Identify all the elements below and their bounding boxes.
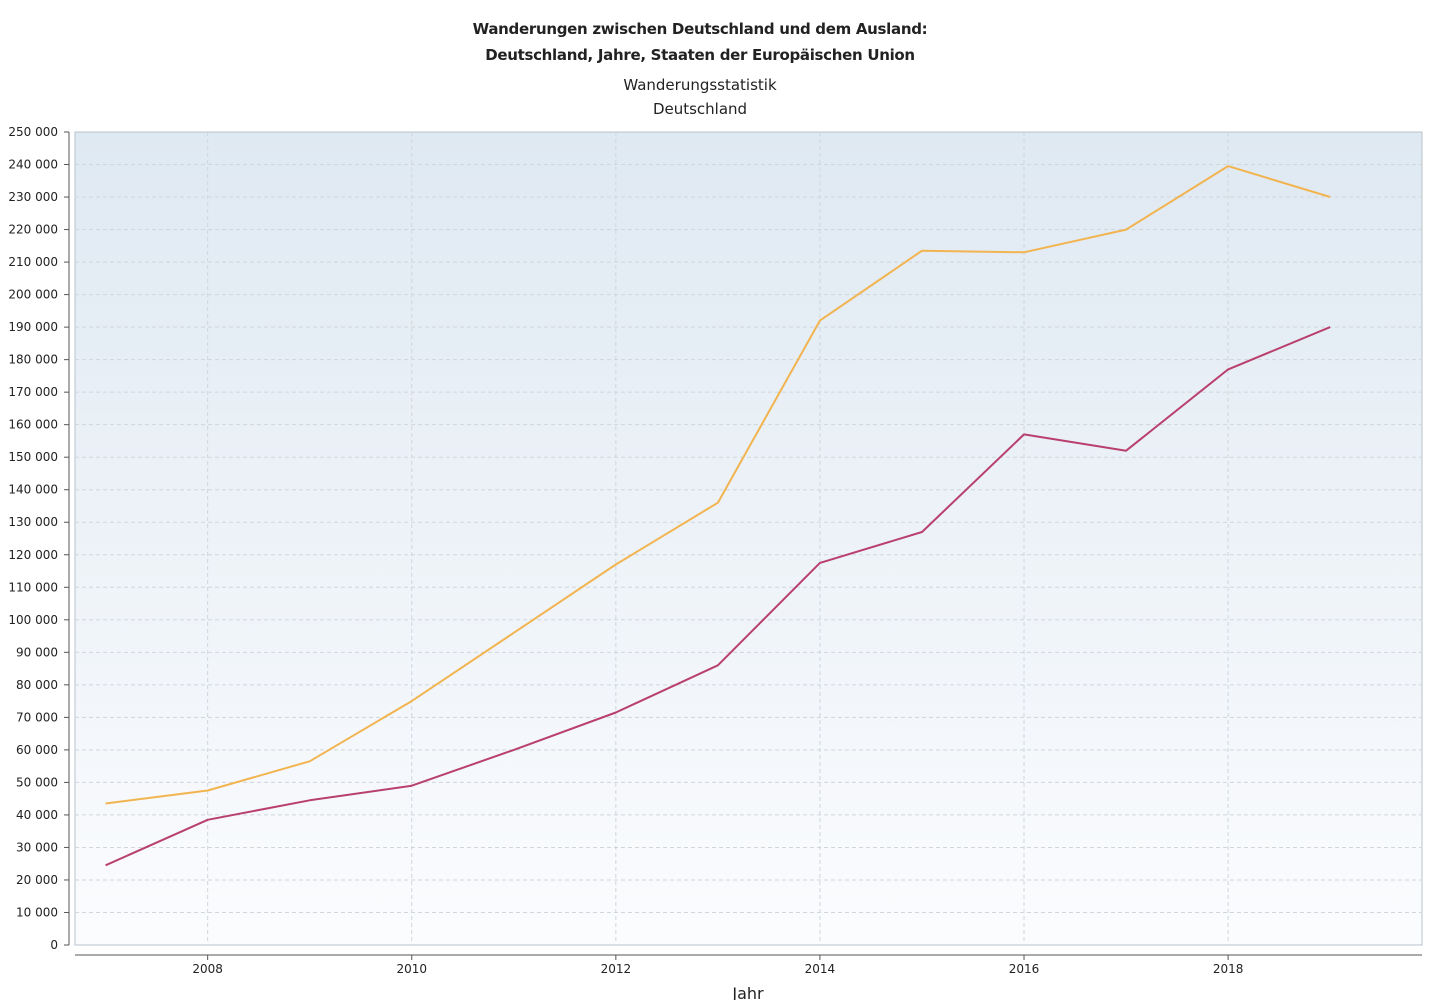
y-tick-label: 130 000 — [8, 515, 58, 529]
chart-titles: Wanderungen zwischen Deutschland und dem… — [0, 0, 1400, 121]
y-tick-label: 210 000 — [8, 255, 58, 269]
y-tick-label: 20 000 — [16, 873, 58, 887]
y-tick-label: 30 000 — [16, 840, 58, 854]
series-lines — [105, 165, 1331, 867]
y-tick-label: 60 000 — [16, 743, 58, 757]
y-tick-label: 70 000 — [16, 710, 58, 724]
y-tick-label: 40 000 — [16, 808, 58, 822]
gridlines — [75, 132, 1422, 945]
series-line-1 — [105, 165, 1331, 805]
y-tick-label: 100 000 — [8, 613, 58, 627]
chart-subtitle-line-2: Deutschland — [652, 100, 748, 118]
axes — [64, 131, 1422, 960]
y-tick-label: 10 000 — [16, 905, 58, 919]
x-tick-label: 2014 — [805, 962, 836, 976]
y-tick-label: 0 — [50, 938, 58, 952]
x-tick-label: 2016 — [1009, 962, 1040, 976]
x-tick-label: 2008 — [192, 962, 223, 976]
y-axis-tick-labels: 0 10 000 20 000 30 000 40 000 50 000 60 000 70 … — [8, 125, 58, 952]
plot-area — [74, 131, 1423, 946]
y-tick-label: 250 000 — [8, 125, 58, 139]
y-tick-label: 140 000 — [8, 483, 58, 497]
chart-title-line-1: Wanderungen zwischen Deutschland und dem… — [472, 20, 928, 38]
x-tick-label: 2010 — [396, 962, 427, 976]
x-tick-label: 2012 — [601, 962, 632, 976]
x-axis-title: Jahr — [731, 984, 764, 1000]
y-tick-label: 160 000 — [8, 418, 58, 432]
y-tick-label: 150 000 — [8, 450, 58, 464]
series-line-2 — [105, 326, 1331, 867]
y-tick-label: 190 000 — [8, 320, 58, 334]
y-tick-label: 170 000 — [8, 385, 58, 399]
y-tick-label: 230 000 — [8, 190, 58, 204]
x-tick-label: 2018 — [1213, 962, 1244, 976]
y-tick-label: 110 000 — [8, 580, 58, 594]
y-tick-label: 90 000 — [16, 645, 58, 659]
y-tick-label: 180 000 — [8, 353, 58, 367]
chart-subtitle-line-1: Wanderungsstatistik — [623, 76, 777, 94]
y-tick-label: 200 000 — [8, 288, 58, 302]
y-tick-label: 120 000 — [8, 548, 58, 562]
y-tick-label: 80 000 — [16, 678, 58, 692]
x-axis-tick-labels: 2008 2010 2012 2014 2016 2018 — [192, 962, 1243, 976]
y-tick-label: 220 000 — [8, 223, 58, 237]
y-tick-label: 240 000 — [8, 158, 58, 172]
y-tick-label: 50 000 — [16, 775, 58, 789]
chart-title-line-2: Deutschland, Jahre, Staaten der Europäis… — [485, 46, 915, 64]
